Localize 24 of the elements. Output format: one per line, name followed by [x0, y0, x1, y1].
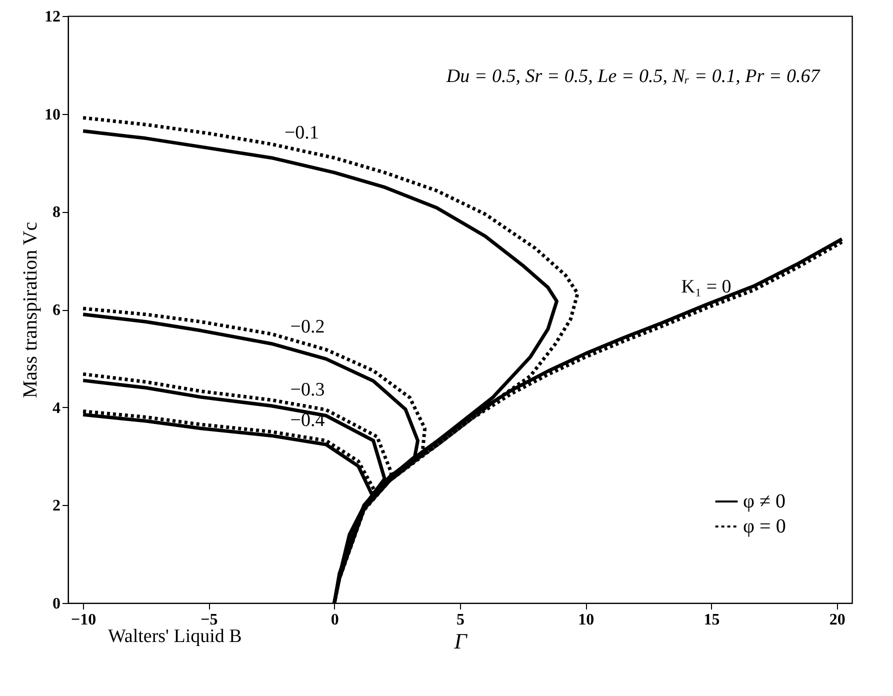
legend-label: φ ≠ 0 [743, 490, 786, 512]
annotation: −0.1 [284, 122, 319, 144]
x-tick-label: −10 [71, 612, 96, 628]
x-tick-label: −5 [200, 612, 218, 628]
annotation: −0.3 [290, 379, 325, 400]
text: Walters' Liquid B [108, 626, 242, 647]
annotation: −0.2 [290, 316, 325, 338]
y-axis-title: Mass transpiration Vc [20, 222, 42, 398]
y-tick-label: 12 [44, 8, 60, 26]
y-tick-label: 6 [52, 302, 60, 319]
legend-label: φ = 0 [743, 516, 786, 538]
x-tick-label: 0 [330, 612, 339, 628]
x-tick-label: 15 [704, 612, 720, 628]
x-tick-label: 20 [829, 612, 846, 628]
annotation: Du = 0.5, Sr = 0.5, Le = 0.5, Nᵣ = 0.1, Pr = 0.67 [445, 66, 822, 87]
x-tick-label: 10 [578, 612, 594, 628]
x-axis-title: Γ [453, 628, 468, 654]
y-tick-label: 4 [52, 400, 60, 417]
y-tick-label: 8 [52, 204, 60, 222]
annotation: K₁ = 0 [681, 276, 732, 298]
y-tick-label: 0 [52, 596, 60, 612]
x-tick-label: 5 [456, 612, 464, 628]
y-tick-label: 10 [44, 106, 60, 124]
y-tick-label: 2 [52, 498, 60, 515]
